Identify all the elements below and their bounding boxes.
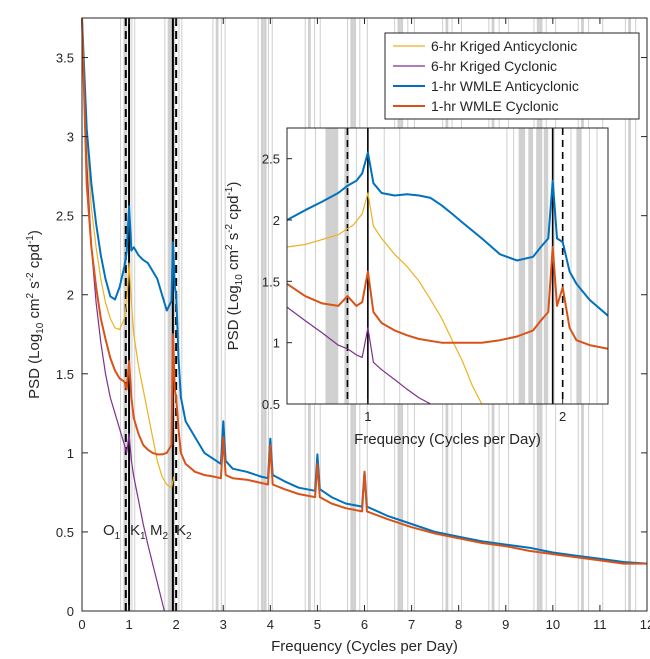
inset-y-ticks: 0.5 1 1.5 2 2.5 bbox=[262, 152, 292, 412]
main-series-line-6-hr-kriged-cyclonic bbox=[81, 17, 165, 612]
main-tidal-band-17 bbox=[628, 18, 631, 611]
inset-axes-frame bbox=[286, 127, 609, 405]
legend-items: 6-hr Kriged Anticyclonic 6-hr Kriged Cycl… bbox=[393, 38, 579, 114]
main-x-tick-label-12: 12 bbox=[640, 617, 650, 632]
main-tidal-labels: O1 K1 M2 K2 bbox=[103, 522, 192, 542]
inset-tidal-band-5 bbox=[536, 128, 543, 404]
main-x-tick-label-2: 2 bbox=[173, 617, 180, 632]
main-tidal-label-k2: K2 bbox=[176, 522, 192, 542]
legend-label-1-hr-wmle-cyclonic: 1-hr WMLE Cyclonic bbox=[431, 98, 559, 114]
inset-tidal-band-1 bbox=[331, 128, 339, 404]
inset-series-line-1-hr-wmle-cyclonic bbox=[287, 246, 608, 350]
main-tidal-band-6 bbox=[263, 18, 267, 611]
main-axes: 0123456789101112 00.511.522.533.5 O1K1M2… bbox=[25, 17, 650, 655]
main-series-line-1-hr-wmle-cyclonic bbox=[81, 17, 647, 565]
inset-tidal-band-6 bbox=[543, 128, 549, 404]
main-y-tick-label-4: 2 bbox=[67, 288, 74, 303]
legend: 6-hr Kriged Anticyclonic 6-hr Kriged Cycl… bbox=[384, 32, 640, 120]
inset-y-tick-label-3: 2 bbox=[273, 213, 280, 228]
main-tidal-band-1 bbox=[125, 18, 128, 611]
inset-y-tick-label-1: 1 bbox=[273, 336, 280, 351]
main-x-tick-label-6: 6 bbox=[361, 617, 368, 632]
main-series bbox=[81, 17, 648, 612]
main-x-tick-label-5: 5 bbox=[314, 617, 321, 632]
legend-label-6-hr-kriged-anticyclonic: 6-hr Kriged Anticyclonic bbox=[431, 38, 577, 54]
main-y-tick-label-1: 0.5 bbox=[56, 525, 74, 540]
inset-x-tick-label-0: 1 bbox=[364, 409, 371, 424]
inset-tidal-band-7 bbox=[576, 128, 582, 404]
main-x-tick-label-1: 1 bbox=[125, 617, 132, 632]
inset-tidal-lines bbox=[346, 128, 564, 404]
inset-tidal-band-0 bbox=[325, 128, 332, 404]
inset-y-axis-label: PSD (Log10 cm2 s-2 cpd-1) bbox=[224, 182, 245, 351]
inset-tidal-band-3 bbox=[518, 128, 526, 404]
main-x-tick-label-11: 11 bbox=[593, 617, 607, 632]
legend-label-6-hr-kriged-cyclonic: 6-hr Kriged Cyclonic bbox=[431, 58, 557, 74]
main-y-axis-label: PSD (Log10 cm2 s-2 cpd-1) bbox=[25, 230, 46, 399]
main-x-ticks: 0123456789101112 bbox=[78, 18, 650, 632]
main-y-tick-label-7: 3.5 bbox=[56, 51, 74, 66]
main-tidal-label-o1: O1 bbox=[103, 522, 121, 542]
inset-series bbox=[287, 151, 608, 404]
main-x-tick-label-4: 4 bbox=[267, 617, 274, 632]
main-y-tick-label-6: 3 bbox=[67, 130, 74, 145]
inset-y-tick-label-4: 2.5 bbox=[262, 152, 280, 167]
main-series-line-6-hr-kriged-anticyclonic bbox=[81, 17, 175, 489]
main-x-tick-label-10: 10 bbox=[546, 617, 560, 632]
main-y-tick-label-2: 1 bbox=[67, 446, 74, 461]
main-x-tick-label-0: 0 bbox=[78, 617, 85, 632]
inset-y-tick-label-2: 1.5 bbox=[262, 274, 280, 289]
main-y-tick-label-5: 2.5 bbox=[56, 209, 74, 224]
main-x-tick-label-7: 7 bbox=[408, 617, 415, 632]
main-tidal-label-k1: K1 bbox=[130, 522, 146, 542]
main-tidal-band-5 bbox=[260, 18, 264, 611]
main-x-tick-label-3: 3 bbox=[220, 617, 227, 632]
main-tidal-label-m2: M2 bbox=[150, 522, 169, 542]
legend-box bbox=[384, 32, 640, 120]
main-tidal-lines bbox=[124, 18, 178, 611]
main-x-axis-label: Frequency (Cycles per Day) bbox=[271, 638, 458, 655]
inset-series-line-6-hr-kriged-cyclonic bbox=[287, 306, 431, 404]
main-y-tick-label-0: 0 bbox=[67, 604, 74, 619]
main-series-line-1-hr-wmle-anticyclonic bbox=[81, 17, 648, 565]
main-y-ticks: 0 0.5 1 1.5 2 2.5 3 3.5 bbox=[56, 51, 647, 619]
main-x-tick-label-8: 8 bbox=[455, 617, 462, 632]
main-y-tick-label-3: 1.5 bbox=[56, 367, 74, 382]
inset-y-tick-label-0: 0.5 bbox=[262, 397, 280, 412]
inset-series-line-1-hr-wmle-anticyclonic bbox=[287, 151, 608, 317]
legend-label-1-hr-wmle-anticyclonic: 1-hr WMLE Anticyclonic bbox=[431, 78, 579, 94]
main-x-tick-label-9: 9 bbox=[502, 617, 509, 632]
inset-x-axis-label: Frequency (Cycles per Day) bbox=[354, 431, 541, 448]
main-tidal-band-2 bbox=[167, 18, 172, 611]
inset-x-tick-label-1: 2 bbox=[559, 409, 566, 424]
inset-tidal-band-4 bbox=[528, 128, 534, 404]
main-tidal-band-4 bbox=[215, 18, 219, 611]
